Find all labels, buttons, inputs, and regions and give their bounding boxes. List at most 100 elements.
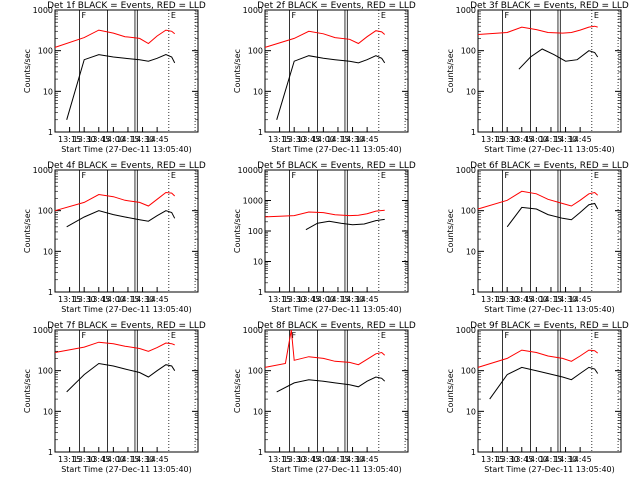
x-tick-label: 14:45 [146,455,169,464]
x-axis-label: Start Time (27-Dec-11 13:05:40) [271,465,402,474]
y-tick-label: 1000 [456,326,476,335]
series-events [66,54,176,120]
series-events [276,55,386,120]
y-tick-label: 1000 [243,326,263,335]
plot-frame [264,329,409,453]
plot-frame [477,329,622,453]
x-tick-label: 14:00 [525,135,548,144]
x-tick-label: 13:30 [496,455,519,464]
marker-label-e: E [171,171,176,180]
series-lld [477,25,598,35]
x-tick-label: 13:30 [283,295,306,304]
y-tick-label: 10000 [238,166,263,175]
x-tick-label: 13:45 [297,135,320,144]
series-events [66,362,176,393]
x-tick-label: 14:30 [341,135,364,144]
x-tick-label: 14:30 [341,455,364,464]
x-axis-label: Start Time (27-Dec-11 13:05:40) [271,145,402,154]
series-events [489,366,599,400]
marker-label-e: E [594,331,599,340]
y-tick-label: 10 [466,407,476,416]
y-tick-label: 10 [43,407,53,416]
x-tick-label: 14:00 [312,455,335,464]
x-tick-label: 14:00 [102,295,125,304]
x-tick-label: 14:30 [131,295,154,304]
x-tick-label: 13:30 [496,295,519,304]
marker-label-f: F [82,11,87,20]
panel-title: Det 3f BLACK = Events, RED = LLD [470,1,629,11]
x-axis-label: Start Time (27-Dec-11 13:05:40) [484,305,615,314]
series-lld [264,209,385,218]
y-axis-label: Counts/sec [446,49,455,93]
series-events [518,48,599,70]
x-tick-label: 13:15 [481,135,504,144]
x-tick-label: 13:45 [510,295,533,304]
y-tick-label: 10 [466,87,476,96]
series-lld [54,341,175,353]
series-lld [477,349,599,368]
marker-label-f: F [82,331,87,340]
x-tick-label: 13:30 [283,135,306,144]
x-tick-label: 14:45 [146,135,169,144]
series-events [506,202,599,228]
x-tick-label: 14:30 [341,295,364,304]
x-tick-label: 13:45 [87,455,110,464]
x-tick-label: 13:15 [268,135,291,144]
x-tick-label: 14:15 [539,295,562,304]
x-tick-label: 14:00 [102,455,125,464]
y-tick-label: 10 [466,247,476,256]
y-tick-label: 100 [461,367,476,376]
y-tick-label: 10 [43,247,53,256]
y-tick-label: 1 [48,448,53,457]
panel-title: Det 4f BLACK = Events, RED = LLD [47,161,206,171]
panel-title: Det 5f BLACK = Events, RED = LLD [257,161,416,171]
y-axis-label: Counts/sec [23,49,32,93]
x-tick-label: 13:45 [297,295,320,304]
x-tick-label: 13:30 [283,455,306,464]
x-axis-label: Start Time (27-Dec-11 13:05:40) [484,465,615,474]
plot-frame [477,169,622,293]
panel-title: Det 9f BLACK = Events, RED = LLD [470,321,629,331]
series-lld [54,191,176,212]
x-tick-label: 13:15 [58,455,81,464]
marker-label-f: F [505,171,510,180]
plot-frame [477,9,622,133]
x-tick-label: 14:15 [116,135,139,144]
x-tick-label: 13:15 [481,295,504,304]
x-tick-label: 14:45 [569,135,592,144]
x-axis-label: Start Time (27-Dec-11 13:05:40) [61,465,192,474]
marker-label-f: F [82,171,87,180]
y-tick-label: 1000 [33,6,53,15]
y-tick-label: 1000 [243,197,263,206]
plot-frame [264,169,409,293]
y-axis-label: Counts/sec [23,369,32,413]
plot-frame [264,9,409,133]
y-tick-label: 1000 [33,326,53,335]
x-tick-label: 14:45 [569,295,592,304]
y-tick-label: 1 [48,128,53,137]
x-tick-label: 14:15 [326,455,349,464]
y-axis-label: Counts/sec [233,209,242,253]
x-tick-label: 14:00 [312,135,335,144]
marker-label-e: E [171,331,176,340]
y-tick-label: 1 [471,128,476,137]
x-tick-label: 13:15 [58,135,81,144]
x-tick-label: 13:15 [58,295,81,304]
series-events [66,210,176,228]
marker-label-e: E [594,171,599,180]
marker-label-f: F [292,171,297,180]
x-tick-label: 14:30 [554,135,577,144]
x-tick-label: 14:15 [116,295,139,304]
y-tick-label: 100 [461,47,476,56]
plot-frame [54,329,199,453]
x-tick-label: 14:00 [312,295,335,304]
y-tick-label: 1000 [243,6,263,15]
y-tick-label: 1 [258,288,263,297]
x-tick-label: 13:15 [268,295,291,304]
x-tick-label: 14:30 [554,295,577,304]
x-tick-label: 13:15 [268,455,291,464]
